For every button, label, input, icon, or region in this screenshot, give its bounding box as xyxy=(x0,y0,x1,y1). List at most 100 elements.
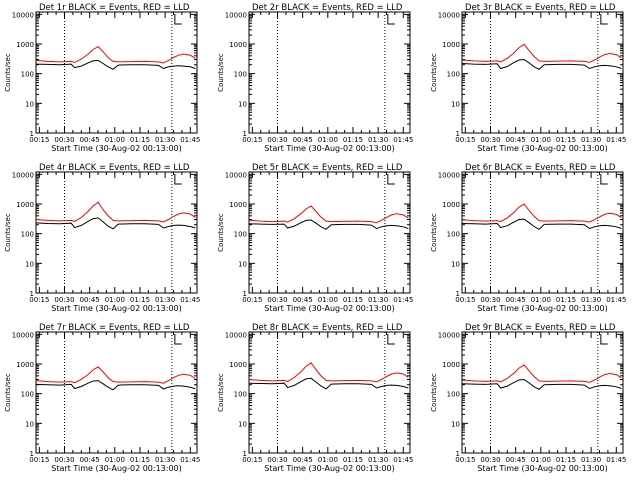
x-axis-label: Start Time (30-Aug-02 00:13:00) xyxy=(477,464,608,473)
y-tick-label: 1000 xyxy=(16,201,34,209)
x-tick-label: 01:00 xyxy=(105,136,125,144)
x-tick-label: 00:45 xyxy=(80,456,100,464)
y-tick-label: 100 xyxy=(21,231,34,239)
series-line-events xyxy=(35,380,196,391)
x-tick-label: 01:30 xyxy=(155,136,175,144)
x-tick-label: 00:30 xyxy=(267,456,287,464)
detector-panel-3: Det 3r BLACK = Events, RED = LLD 1 10 100 10… xyxy=(430,3,626,153)
x-tick-label: 00:30 xyxy=(54,136,74,144)
series-line-lld xyxy=(35,45,196,64)
y-tick-label: 1 xyxy=(456,290,460,298)
panel-title: Det 5r BLACK = Events, RED = LLD xyxy=(252,163,403,173)
x-tick-label: 00:45 xyxy=(80,296,100,304)
x-tick-label: 00:45 xyxy=(80,136,100,144)
x-tick-label: 00:30 xyxy=(267,296,287,304)
y-tick-label: 10 xyxy=(238,420,247,428)
x-tick-label: 01:00 xyxy=(105,456,125,464)
y-tick-label: 1000 xyxy=(442,41,460,49)
x-tick-label: 01:45 xyxy=(606,136,626,144)
detector-panel-4: Det 4r BLACK = Events, RED = LLD 1 10 100 10… xyxy=(4,163,200,313)
y-tick-label: 1 xyxy=(456,450,460,458)
plot-frame xyxy=(248,11,411,134)
y-tick-label: 100 xyxy=(234,71,247,79)
x-tick-label: 00:45 xyxy=(293,136,313,144)
y-tick-label: 10000 xyxy=(225,11,247,19)
x-tick-label: 00:15 xyxy=(242,136,262,144)
plot-frame xyxy=(35,331,198,454)
y-axis-label: Counts/sec xyxy=(4,213,12,252)
series-line-events xyxy=(35,59,196,70)
x-axis-label: Start Time (30-Aug-02 00:13:00) xyxy=(477,144,608,153)
x-tick-label: 01:00 xyxy=(318,136,338,144)
y-tick-label: 100 xyxy=(447,71,460,79)
x-tick-label: 00:15 xyxy=(242,456,262,464)
detector-panel-2: Det 2r BLACK = Events, RED = LLD 1 10 100 10… xyxy=(217,3,413,153)
x-tick-label: 00:45 xyxy=(506,456,526,464)
panel-title: Det 8r BLACK = Events, RED = LLD xyxy=(252,323,403,333)
x-tick-label: 00:30 xyxy=(480,136,500,144)
y-tick-label: 1000 xyxy=(229,201,247,209)
x-tick-label: 01:45 xyxy=(393,136,413,144)
y-axis-label: Counts/sec xyxy=(4,373,12,412)
y-tick-label: 1 xyxy=(243,130,247,138)
x-tick-label: 01:00 xyxy=(105,296,125,304)
y-tick-label: 10 xyxy=(238,100,247,108)
bracket-marker xyxy=(600,174,608,185)
y-tick-label: 100 xyxy=(234,391,247,399)
x-tick-label: 01:30 xyxy=(581,456,601,464)
x-tick-label: 01:15 xyxy=(556,296,576,304)
plot-frame xyxy=(35,171,198,294)
x-axis-label: Start Time (30-Aug-02 00:13:00) xyxy=(264,304,395,313)
series-line-events xyxy=(35,217,196,230)
x-tick-label: 00:15 xyxy=(242,296,262,304)
y-tick-label: 100 xyxy=(234,231,247,239)
x-tick-label: 00:30 xyxy=(480,296,500,304)
x-axis-label: Start Time (30-Aug-02 00:13:00) xyxy=(51,144,182,153)
panel-title: Det 4r BLACK = Events, RED = LLD xyxy=(39,163,190,173)
y-tick-label: 10000 xyxy=(438,171,460,179)
y-tick-label: 10000 xyxy=(225,331,247,339)
x-tick-label: 00:30 xyxy=(480,456,500,464)
y-tick-label: 100 xyxy=(21,71,34,79)
y-tick-label: 1 xyxy=(30,290,34,298)
y-axis-label: Counts/sec xyxy=(217,213,225,252)
y-tick-label: 10 xyxy=(451,260,460,268)
series-line-events xyxy=(461,58,622,70)
bracket-marker xyxy=(387,14,395,25)
x-tick-label: 01:15 xyxy=(343,296,363,304)
x-tick-label: 00:15 xyxy=(455,456,475,464)
detector-panel-7: Det 7r BLACK = Events, RED = LLD 1 10 100 10… xyxy=(4,323,200,473)
y-tick-label: 10 xyxy=(25,420,34,428)
y-tick-label: 10 xyxy=(25,100,34,108)
x-tick-label: 01:00 xyxy=(531,296,551,304)
y-axis-label: Counts/sec xyxy=(430,373,438,412)
y-tick-label: 1000 xyxy=(442,361,460,369)
x-tick-label: 01:00 xyxy=(318,456,338,464)
panel-title: Det 1r BLACK = Events, RED = LLD xyxy=(39,3,190,13)
x-tick-label: 01:45 xyxy=(180,296,200,304)
series-line-events xyxy=(461,378,622,390)
x-tick-label: 01:45 xyxy=(393,456,413,464)
series-line-events xyxy=(248,219,409,230)
detector-panel-9: Det 9r BLACK = Events, RED = LLD 1 10 100 10… xyxy=(430,323,626,473)
y-tick-label: 1000 xyxy=(229,361,247,369)
bracket-marker xyxy=(174,334,182,345)
y-tick-label: 1 xyxy=(243,450,247,458)
x-tick-label: 00:30 xyxy=(54,456,74,464)
series-line-events xyxy=(248,377,409,390)
y-tick-label: 1000 xyxy=(442,201,460,209)
y-tick-label: 10000 xyxy=(12,331,34,339)
x-tick-label: 00:15 xyxy=(29,136,49,144)
bracket-marker xyxy=(174,14,182,25)
y-axis-label: Counts/sec xyxy=(430,213,438,252)
x-tick-label: 01:45 xyxy=(606,456,626,464)
x-tick-label: 01:45 xyxy=(180,136,200,144)
detector-panel-1: Det 1r BLACK = Events, RED = LLD 1 10 100 10… xyxy=(4,3,200,153)
x-tick-label: 01:15 xyxy=(130,136,150,144)
y-tick-label: 1000 xyxy=(16,41,34,49)
y-tick-label: 10000 xyxy=(12,171,34,179)
panel-title: Det 6r BLACK = Events, RED = LLD xyxy=(465,163,616,173)
x-axis-label: Start Time (30-Aug-02 00:13:00) xyxy=(477,304,608,313)
x-tick-label: 01:30 xyxy=(368,136,388,144)
